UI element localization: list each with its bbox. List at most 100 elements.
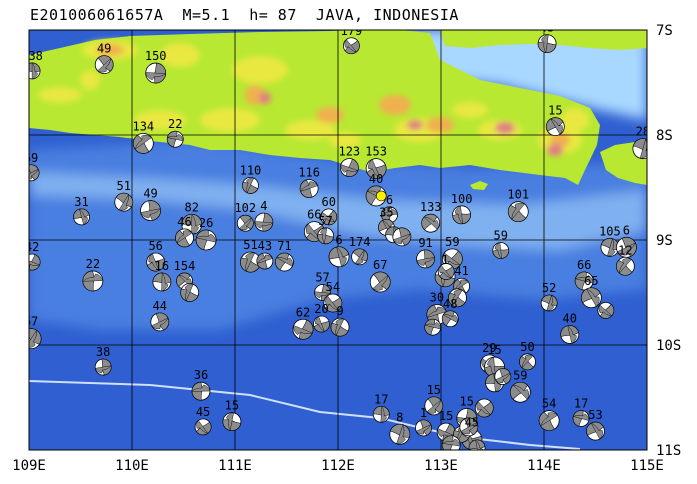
mechanism-label: 100 — [451, 192, 473, 206]
relief-blob — [547, 144, 563, 156]
mechanism-label: 9 — [336, 304, 343, 318]
beachball — [313, 315, 330, 333]
java-island — [29, 30, 600, 185]
beachball — [415, 419, 432, 437]
mechanism-label: 51 — [117, 179, 131, 193]
lon-label: 114E — [527, 458, 561, 474]
beachball — [351, 248, 369, 266]
beachball — [191, 381, 211, 401]
mechanism-label: 8 — [396, 410, 403, 424]
beachball — [572, 410, 590, 427]
mechanism-label: 174 — [349, 235, 371, 249]
beachball — [299, 179, 319, 198]
mechanism-label: 17 — [574, 397, 588, 411]
beachball — [441, 435, 461, 450]
beachball — [380, 206, 398, 224]
beachball — [369, 271, 391, 293]
mechanism-label: 49 — [143, 187, 157, 201]
beachball — [29, 253, 41, 271]
mechanism-label: 15 — [548, 104, 562, 118]
beachball — [146, 252, 166, 272]
beachball — [560, 325, 580, 344]
relief-blob — [96, 44, 124, 56]
beachball — [452, 205, 472, 225]
beachball — [236, 214, 254, 232]
beachball — [94, 358, 112, 376]
beachball — [537, 34, 557, 54]
mechanism-label: 22 — [86, 257, 100, 271]
mechanism-label: 26 — [199, 216, 213, 230]
mechanism-label: 62 — [296, 305, 310, 319]
lat-label: 7S — [656, 23, 673, 39]
mechanism-label: 41 — [454, 264, 468, 278]
mechanism-label: 82 — [185, 200, 199, 214]
mechanism-label: 20 — [314, 302, 328, 316]
lat-label: 9S — [656, 233, 673, 249]
beachball — [424, 318, 442, 336]
mechanism-label: 40 — [563, 312, 577, 326]
beachball — [175, 228, 194, 248]
lat-label: 11S — [656, 443, 681, 459]
mechanism-label: 67 — [373, 258, 387, 272]
beachball — [509, 381, 531, 403]
beachball — [474, 398, 494, 418]
relief-blob — [232, 56, 288, 84]
beachball — [29, 62, 41, 80]
beachball — [342, 37, 360, 55]
beachball — [437, 263, 455, 280]
mechanism-label: 59 — [445, 235, 459, 249]
mechanism-label: 15 — [487, 343, 501, 357]
beachball — [275, 252, 294, 272]
mechanism-label: 116 — [298, 166, 320, 180]
mechanism-label: 30 — [430, 291, 444, 305]
beachball — [323, 293, 343, 313]
beachball — [317, 227, 335, 245]
mechanism-label: 22 — [168, 117, 182, 131]
beachball — [459, 417, 479, 437]
mechanism-label: 67 — [24, 315, 38, 329]
relief-blob — [259, 92, 271, 104]
beachball — [29, 164, 40, 182]
relief-blob — [134, 110, 186, 130]
beachball — [507, 201, 529, 223]
mechanism-label: 15 — [460, 395, 474, 409]
mechanism-label: 1 — [420, 406, 427, 420]
beachball — [392, 227, 412, 247]
beachball — [166, 130, 184, 148]
relief-blob — [561, 108, 589, 132]
beachball — [150, 312, 170, 332]
beachball — [292, 318, 314, 340]
lon-label: 109E — [12, 458, 46, 474]
mechanism-label: 4 — [260, 199, 267, 213]
beachball — [29, 328, 42, 350]
nusa-barung-island — [470, 181, 488, 190]
beachball — [600, 237, 620, 257]
mechanism-label: 105 — [599, 224, 621, 238]
mechanism-label: 38 — [96, 345, 110, 359]
mechanism-label: 31 — [74, 195, 88, 209]
mechanism-label: 153 — [365, 145, 387, 159]
mechanism-label: 179 — [341, 24, 363, 38]
beachball — [421, 213, 441, 233]
beachball — [82, 270, 104, 292]
mechanism-label: 59 — [494, 229, 508, 243]
mechanism-label: 15 — [225, 399, 239, 413]
beachball — [538, 410, 560, 432]
mechanism-label: 54 — [326, 280, 340, 294]
mechanism-label: 15 — [427, 383, 441, 397]
mechanism-label: 133 — [420, 200, 442, 214]
relief-blob — [379, 95, 411, 115]
mechanism-label: 134 — [132, 119, 154, 133]
mechanism-label: 56 — [148, 239, 162, 253]
mechanism-label: 60 — [322, 195, 336, 209]
relief-blob — [426, 117, 454, 133]
mechanism-label: 28 — [636, 125, 650, 139]
mechanism-label: 53 — [588, 408, 602, 422]
mechanism-label: 69 — [24, 151, 38, 165]
beachball — [519, 353, 536, 371]
mechanism-label: 101 — [507, 188, 529, 202]
lat-label: 10S — [656, 338, 681, 354]
beachball — [372, 405, 390, 423]
beachball — [145, 62, 167, 84]
